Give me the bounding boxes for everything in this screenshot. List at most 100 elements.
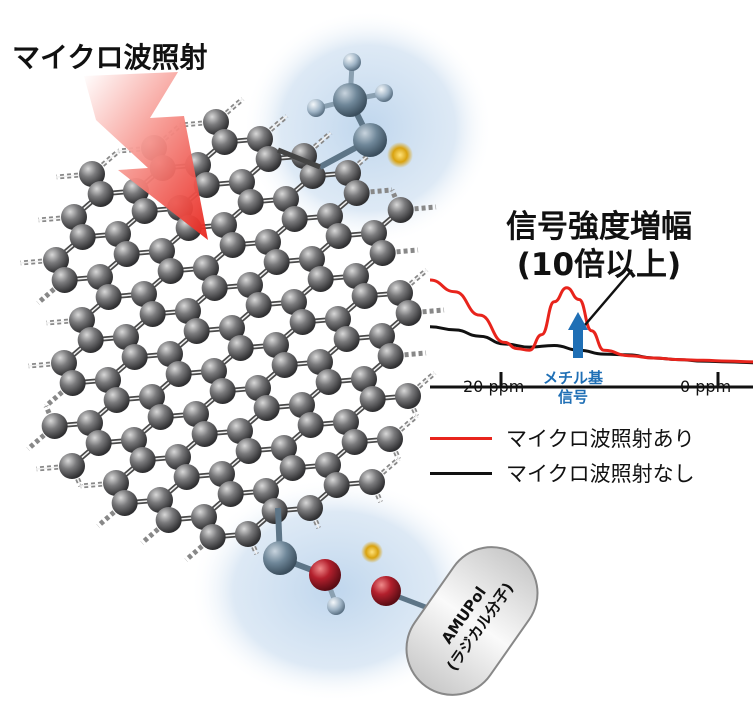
carbon-atom — [147, 403, 174, 430]
carbon-atom — [211, 128, 238, 155]
carbon-atom — [111, 489, 138, 516]
signal-gain-label: 信号強度増幅 (10倍以上) — [506, 208, 692, 284]
methyl-label-line2: 信号 — [558, 388, 589, 406]
methyl-carbon-atom — [333, 83, 367, 117]
carbon-atom — [387, 280, 413, 306]
carbon-atom — [271, 435, 297, 461]
legend-label-off: マイクロ波照射なし — [506, 462, 695, 486]
carbon-atom — [59, 369, 86, 396]
carbon-atom — [193, 171, 220, 198]
carbon-atom — [121, 343, 148, 370]
carbon-atom — [85, 429, 112, 456]
carbon-atom — [333, 409, 359, 435]
carbon-atom — [315, 452, 341, 478]
carbon-atom — [103, 386, 130, 413]
carbon-atom — [255, 229, 281, 255]
carbon-atom — [219, 231, 246, 258]
dangling-bond — [26, 424, 57, 451]
oxygen-atom — [309, 559, 341, 591]
signal-gain-title: 信号強度増幅 — [506, 209, 692, 245]
carbon-atom — [201, 274, 228, 301]
carbon-atom — [307, 265, 334, 292]
carbon-atom — [361, 220, 387, 246]
carbon-atom — [351, 366, 377, 392]
carbon-atom — [203, 109, 229, 135]
carbon-atom — [227, 418, 253, 444]
carbon-atom — [61, 204, 87, 230]
carbon-atom — [343, 179, 370, 206]
carbon-atom — [299, 246, 325, 272]
microwave-label: マイクロ波照射 — [12, 41, 208, 74]
carbon-atom — [193, 255, 219, 281]
carbon-atom — [157, 341, 183, 367]
carbon-atom — [59, 453, 85, 479]
carbon-atom — [77, 410, 103, 436]
methyl-group — [277, 53, 413, 170]
carbon-atom — [121, 427, 147, 453]
carbon-atom — [155, 506, 182, 533]
dangling-bond — [408, 307, 445, 316]
carbon-atom — [281, 205, 308, 232]
carbon-atom — [191, 420, 218, 447]
carbon-atom — [219, 315, 245, 341]
carbon-atom — [113, 324, 139, 350]
carbon-atom — [271, 351, 298, 378]
hydrogen-atom — [327, 597, 345, 615]
up-arrow-icon — [568, 312, 588, 358]
carbon-atom — [343, 263, 369, 289]
dangling-bond — [36, 278, 67, 305]
carbon-atom — [43, 247, 69, 273]
carbon-atom — [273, 186, 299, 212]
carbon-atom — [281, 289, 307, 315]
carbon-atom — [261, 497, 288, 524]
substituent-carbon-atom — [353, 123, 387, 157]
carbon-atom — [41, 412, 68, 439]
carbon-atom — [289, 392, 315, 418]
hydrogen-atom — [307, 99, 325, 117]
substituent-carbon-atom — [263, 541, 297, 575]
carbon-atom — [377, 342, 404, 369]
carbon-atom — [387, 196, 414, 223]
carbon-atom — [51, 266, 78, 293]
carbon-atom — [209, 461, 235, 487]
carbon-atom — [51, 350, 77, 376]
legend-entry-microwave-off: マイクロ波照射なし — [430, 458, 695, 488]
carbon-atom — [317, 203, 343, 229]
tick-label-20ppm: 20 ppm — [463, 377, 525, 396]
carbon-atom — [183, 317, 210, 344]
legend-label-on: マイクロ波照射あり — [506, 427, 695, 451]
dangling-bond — [184, 535, 215, 562]
carbon-atom — [95, 367, 121, 393]
carbon-atom — [229, 169, 255, 195]
carbon-atom — [87, 264, 113, 290]
carbon-atom — [377, 426, 403, 452]
carbon-atom — [165, 360, 192, 387]
carbon-atom — [227, 334, 254, 361]
carbon-atom — [165, 444, 191, 470]
carbon-atom — [263, 248, 290, 275]
carbon-atom — [351, 282, 378, 309]
dangling-bond — [356, 187, 393, 196]
carbon-atom — [175, 298, 201, 324]
carbon-atom — [369, 239, 396, 266]
carbon-atom — [289, 308, 316, 335]
carbon-atom — [335, 160, 361, 186]
electron-dot — [387, 142, 413, 168]
carbon-atom — [191, 504, 217, 530]
carbon-atom — [263, 332, 289, 358]
tick-label-0ppm: 0 ppm — [680, 377, 732, 396]
carbon-atom — [253, 478, 279, 504]
lightning-bolt-icon — [84, 72, 208, 240]
dangling-bond — [390, 350, 427, 359]
methyl-signal-label: メチル基 信号 — [543, 369, 603, 407]
carbon-atom — [333, 325, 360, 352]
carbon-atom — [369, 323, 395, 349]
carbon-atom — [131, 281, 157, 307]
carbon-atom — [147, 487, 173, 513]
carbon-atom — [245, 291, 272, 318]
carbon-atom — [299, 162, 326, 189]
carbon-atom — [341, 428, 368, 455]
carbon-atom — [235, 437, 262, 464]
carbon-atom — [359, 469, 385, 495]
legend-entry-microwave-on: マイクロ波照射あり — [430, 423, 695, 453]
